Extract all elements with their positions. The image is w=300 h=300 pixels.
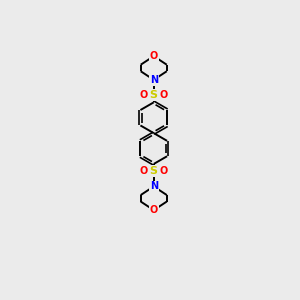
Text: O: O <box>150 51 158 61</box>
Text: O: O <box>159 166 168 176</box>
Text: O: O <box>159 90 168 100</box>
Text: N: N <box>150 75 158 85</box>
Text: S: S <box>150 166 158 176</box>
Text: N: N <box>150 182 158 191</box>
Text: O: O <box>140 90 148 100</box>
Text: O: O <box>140 166 148 176</box>
Text: S: S <box>150 90 158 100</box>
Text: O: O <box>150 205 158 215</box>
